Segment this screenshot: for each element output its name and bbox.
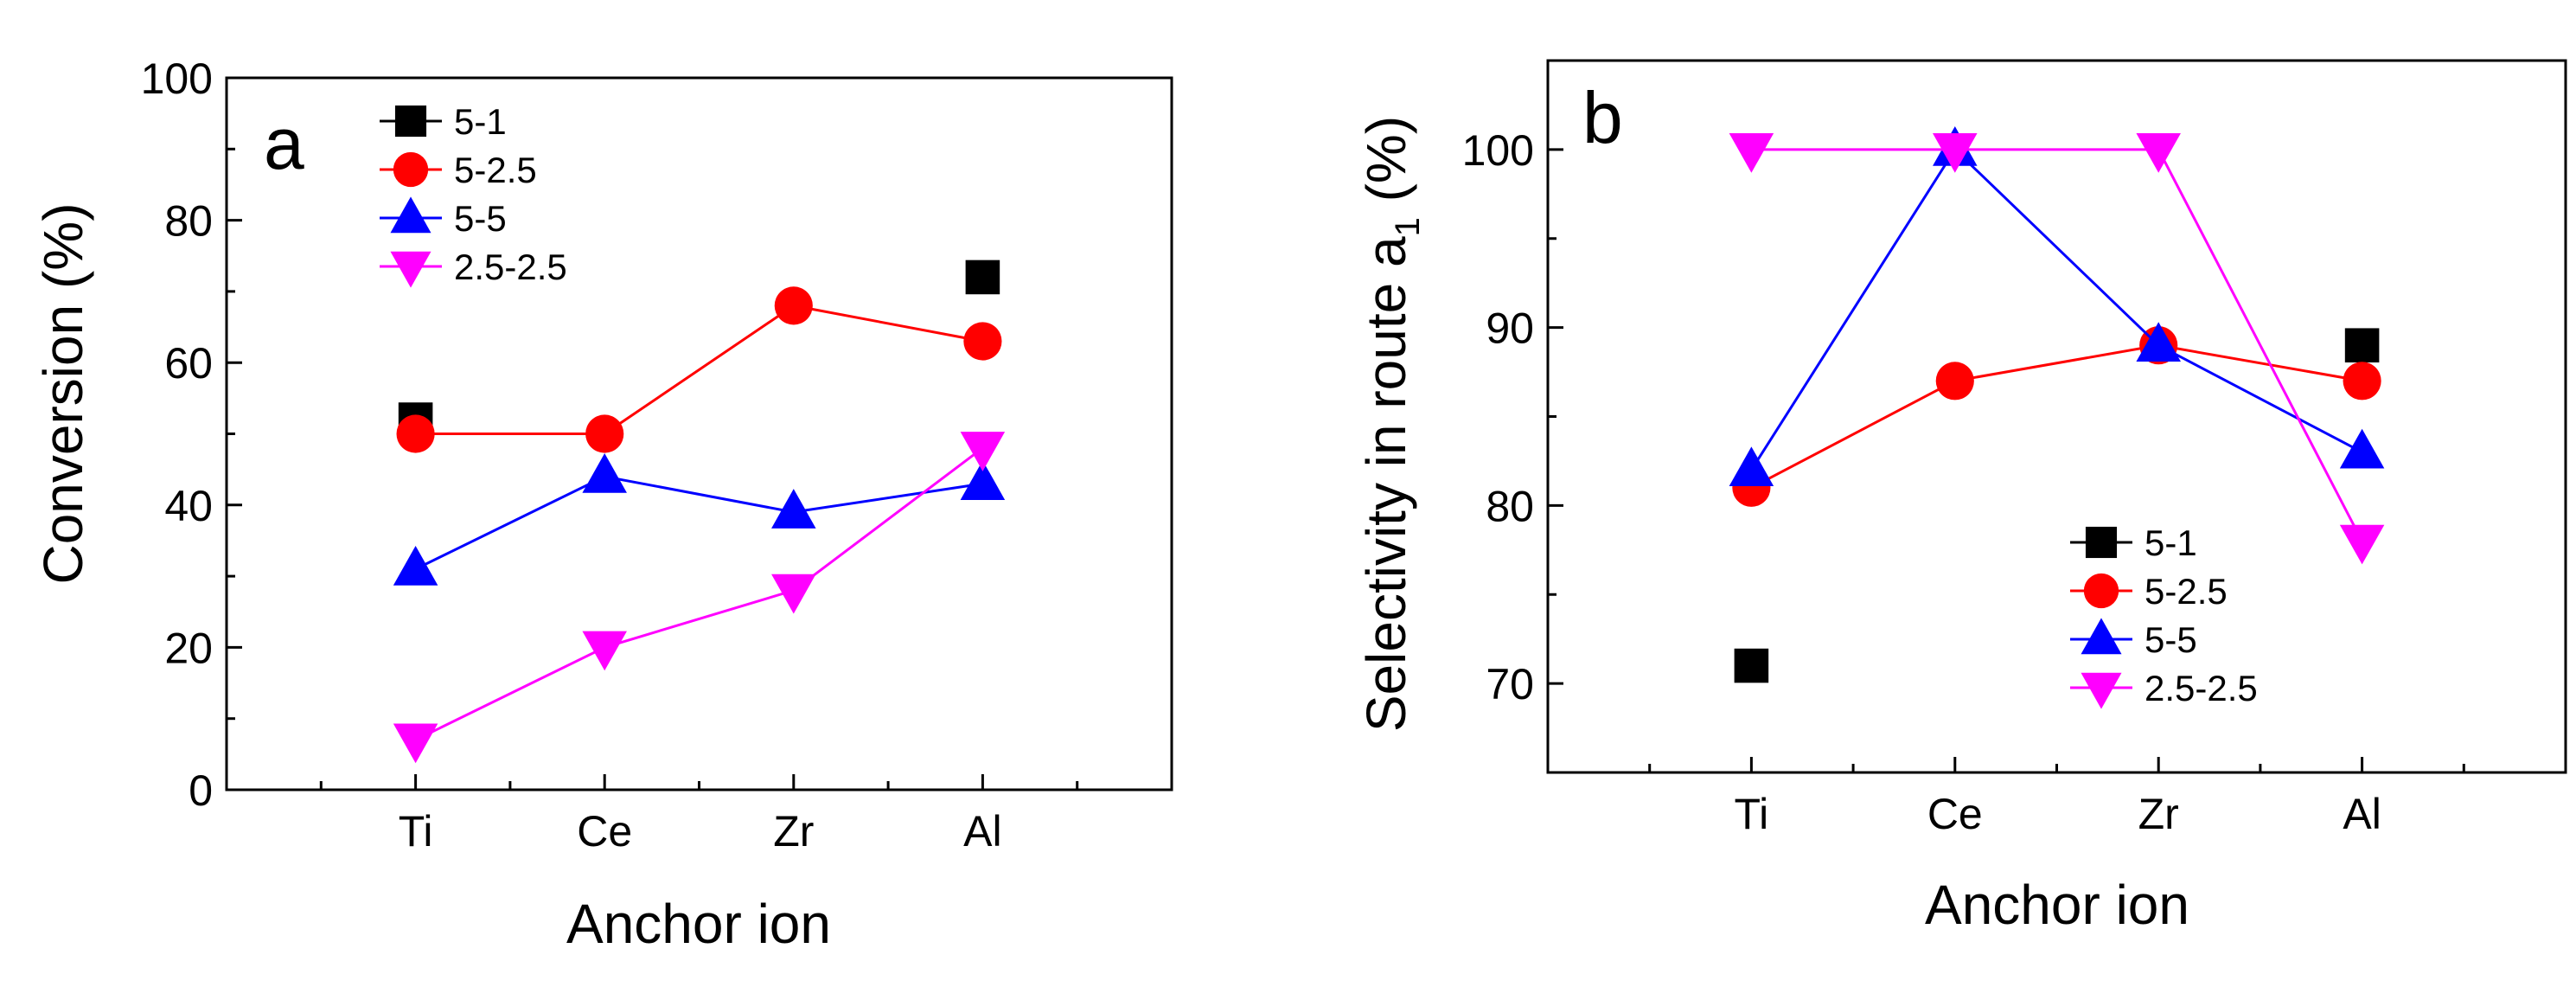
panel-a-legend-item: 5-1 xyxy=(380,101,507,142)
panel-a-data-point xyxy=(585,414,624,453)
panel-a-x-tick-label: Ce xyxy=(577,807,632,856)
panel-a-legend-label: 5-2.5 xyxy=(454,150,537,190)
panel-a-x-tick-label: Al xyxy=(963,807,1001,856)
panel-b-legend-item: 5-2.5 xyxy=(2070,571,2228,612)
panel-b-series-line xyxy=(1750,147,2363,471)
panel-b-legend-label: 5-1 xyxy=(2145,522,2197,563)
panel-b-legend-marker xyxy=(2085,526,2118,559)
panel-a-y-axis-label: Conversion (%) xyxy=(32,202,94,584)
panel-a-data-point xyxy=(582,631,627,671)
panel-b-data-point xyxy=(2136,133,2181,173)
panel-b-x-tick-label: Ti xyxy=(1735,790,1769,838)
panel-b-data-point xyxy=(2339,524,2385,565)
panel-a-y-tick-label: 0 xyxy=(189,766,213,815)
panel-b-data-point xyxy=(1729,133,1774,173)
panel-a-y-tick-label: 60 xyxy=(164,339,213,388)
panel-b-plot-frame xyxy=(1546,59,2567,774)
panel-b-series-line xyxy=(1750,343,2362,490)
panel-a-data-point xyxy=(771,489,816,529)
panel-b-legend: 5-1 5-2.5 5-5 2.5-2.5 xyxy=(2070,522,2258,709)
panel-a-legend-label: 5-1 xyxy=(454,101,507,142)
panel-a-y-tick-label: 80 xyxy=(164,197,213,246)
panel-b-x-axis-label: Anchor ion xyxy=(1925,874,2189,936)
panel-b-y-axis-label-suffix: (%) xyxy=(1355,116,1417,217)
panel-a-data-point xyxy=(960,460,1006,500)
panel-a-x-tick-label: Zr xyxy=(773,807,814,856)
panel-b-y-tick-label: 90 xyxy=(1486,304,1534,353)
panel-a-data-point xyxy=(965,260,1000,295)
panel-a-data-point xyxy=(960,432,1006,471)
panel-b-y-tick-label: 100 xyxy=(1462,126,1534,175)
panel-a: 0 20 40 60 80 100 Ti Ce Zr Al a Anchor ion Conver… xyxy=(32,54,1173,955)
panel-b-ticks: 70 80 90 100 Ti Ce Zr Al xyxy=(1462,126,2465,838)
panel-b-data-point xyxy=(1935,362,1974,401)
panel-a-data-point xyxy=(582,452,627,493)
panel-b-data-point xyxy=(2136,322,2181,362)
panel-b-data-point xyxy=(2339,428,2385,469)
panel-b-x-tick-label: Al xyxy=(2343,790,2381,838)
panel-a-legend-marker xyxy=(394,105,427,138)
panel-b-y-axis-label: Selectivity in route a1 (%) xyxy=(1355,116,1427,732)
panel-b-legend-marker xyxy=(2081,618,2122,655)
panel-a-legend-marker xyxy=(390,251,431,288)
panel-b-y-axis-label-main: Selectivity in route a xyxy=(1355,236,1417,732)
panel-b-series-line xyxy=(1751,148,2363,542)
panel-b-y-axis-label-subscript: 1 xyxy=(1389,217,1427,236)
panel-b-series-5-1 xyxy=(1734,328,2380,683)
panel-a-series-line xyxy=(415,304,983,435)
panel-b-data-point xyxy=(1729,446,1774,487)
panel-a-series xyxy=(393,260,1006,764)
panel-b-legend-item: 5-5 xyxy=(2070,618,2197,660)
panel-b-data-point xyxy=(1734,648,1769,683)
panel-a-legend-item: 5-2.5 xyxy=(380,150,537,190)
panel-b-series-2.5-2.5 xyxy=(1729,133,2385,565)
panel-a-series-2.5-2.5 xyxy=(393,432,1006,764)
panel-b: 70 80 90 100 Ti Ce Zr Al b Anchor ion Selectivi… xyxy=(1355,59,2567,936)
panel-b-legend-marker xyxy=(2083,573,2119,609)
panel-b-legend-label: 5-2.5 xyxy=(2145,571,2228,612)
panel-b-y-tick-label: 70 xyxy=(1486,660,1534,708)
panel-a-legend-label: 2.5-2.5 xyxy=(454,247,567,287)
panel-a-y-tick-label: 40 xyxy=(164,482,213,530)
panel-b-legend-item: 2.5-2.5 xyxy=(2070,668,2258,709)
panel-a-data-point xyxy=(771,574,816,614)
panel-b-legend-label: 2.5-2.5 xyxy=(2145,668,2258,708)
panel-a-y-tick-label: 20 xyxy=(164,624,213,672)
panel-a-y-tick-label: 100 xyxy=(141,54,213,103)
panel-a-legend-marker xyxy=(390,196,431,234)
panel-b-series xyxy=(1729,125,2385,683)
panel-a-legend-label: 5-5 xyxy=(454,198,507,239)
panel-b-x-tick-label: Zr xyxy=(2138,790,2179,838)
panel-a-data-point xyxy=(393,723,438,764)
panel-b-legend-label: 5-5 xyxy=(2145,619,2197,660)
panel-a-series-line xyxy=(414,446,984,741)
panel-b-letter: b xyxy=(1582,77,1623,158)
panel-a-x-tick-label: Ti xyxy=(399,807,433,856)
panel-b-legend-marker xyxy=(2081,672,2122,709)
panel-b-data-point xyxy=(1933,133,1978,173)
panel-a-data-point xyxy=(774,286,813,325)
panel-a-legend-marker xyxy=(393,151,429,188)
panel-a-ticks: 0 20 40 60 80 100 Ti Ce Zr Al xyxy=(141,54,1079,856)
panel-a-series-5-5 xyxy=(393,452,1006,586)
panel-a-legend-item: 5-5 xyxy=(380,196,507,239)
panel-a-plot-frame xyxy=(225,76,1173,792)
panel-a-legend-item: 2.5-2.5 xyxy=(380,247,567,288)
panel-a-legend: 5-1 5-2.5 5-5 2.5-2.5 xyxy=(380,101,567,288)
panel-b-x-tick-label: Ce xyxy=(1927,790,1983,838)
panel-b-y-tick-label: 80 xyxy=(1486,482,1534,530)
panel-a-letter: a xyxy=(264,103,304,184)
panel-a-series-line xyxy=(414,475,983,571)
panel-a-x-axis-label: Anchor ion xyxy=(566,893,831,955)
panel-a-data-point xyxy=(396,414,435,453)
panel-a-data-point xyxy=(963,322,1002,361)
panel-a-series-5-2.5 xyxy=(396,286,1002,453)
panel-a-data-point xyxy=(393,545,438,586)
panel-b-data-point xyxy=(2343,362,2381,401)
panel-b-data-point xyxy=(2344,328,2380,362)
panel-b-legend-item: 5-1 xyxy=(2070,522,2197,563)
